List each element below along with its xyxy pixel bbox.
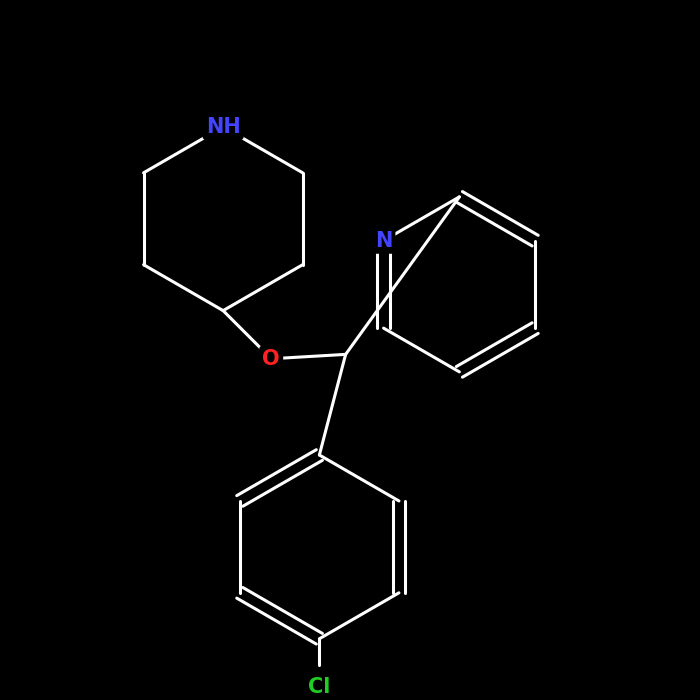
- Text: Cl: Cl: [308, 677, 330, 697]
- Text: O: O: [262, 349, 280, 369]
- Text: N: N: [375, 230, 392, 251]
- Text: NH: NH: [206, 117, 241, 137]
